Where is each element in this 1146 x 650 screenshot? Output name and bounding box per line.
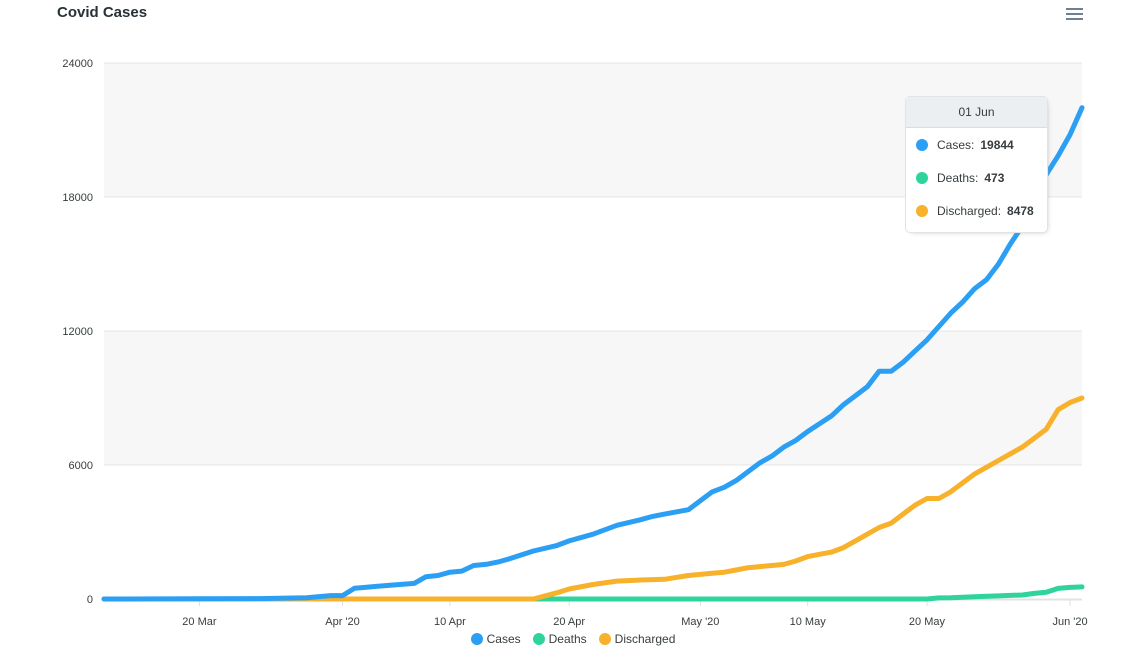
legend-item-discharged[interactable]: Discharged (598, 632, 676, 646)
tooltip-label-cases: Cases: (937, 137, 975, 152)
y-axis: 24000 18000 12000 6000 0 (62, 58, 93, 606)
x-tick-label: 20 May (909, 616, 946, 628)
x-tick-label: May '20 (681, 616, 719, 628)
series-line-discharged[interactable] (101, 395, 1085, 602)
tooltip-label-deaths: Deaths: (937, 170, 979, 185)
legend-label-cases: Cases (486, 632, 521, 646)
tooltip-row-cases: Cases: 19844 (906, 128, 1047, 161)
tooltip-marker-discharged (916, 204, 928, 217)
tooltip-label-discharged: Discharged: (937, 203, 1002, 218)
tooltip-value-deaths: 473 (984, 170, 1005, 185)
x-tick-label: 20 Apr (553, 616, 585, 628)
legend-label-discharged: Discharged (614, 632, 676, 646)
x-tick-label: Apr '20 (325, 616, 360, 628)
x-tick-label: Jun '20 (1053, 616, 1088, 628)
tooltip-value-discharged: 8478 (1007, 203, 1034, 218)
legend-marker-deaths (532, 633, 545, 645)
tooltip-marker-deaths (916, 171, 928, 184)
tooltip-marker-cases (916, 138, 928, 151)
tooltip-date: 01 Jun (906, 97, 1047, 128)
x-tick-label: 10 Apr (434, 616, 466, 628)
x-axis: 20 Mar Apr '20 10 Apr 20 Apr May '20 10 May 20… (104, 599, 1088, 628)
y-tick-label: 6000 (69, 460, 93, 472)
legend-marker-discharged (598, 633, 611, 645)
series-line-cases[interactable] (101, 105, 1085, 602)
legend-label-deaths: Deaths (548, 632, 587, 646)
y-tick-label: 24000 (62, 58, 93, 70)
y-tick-label: 12000 (62, 326, 93, 338)
y-tick-label: 0 (87, 594, 93, 606)
legend-marker-cases (470, 633, 483, 645)
tooltip-value-cases: 19844 (980, 137, 1014, 152)
legend-item-cases[interactable]: Cases (470, 632, 521, 646)
series-lines (101, 105, 1085, 602)
tooltip-row-discharged: Discharged: 8478 (906, 194, 1047, 227)
chart-tooltip: 01 Jun Cases: 19844 Deaths: 473 Discharg… (905, 96, 1048, 233)
x-tick-label: 20 Mar (182, 616, 217, 628)
grid-band (104, 331, 1082, 465)
chart-title: Covid Cases (57, 4, 148, 21)
legend: Cases Deaths Discharged (0, 632, 1146, 646)
tooltip-row-deaths: Deaths: 473 (906, 161, 1047, 194)
y-tick-label: 18000 (62, 192, 93, 204)
x-tick-label: 10 May (790, 616, 827, 628)
hamburger-menu-icon[interactable] (1066, 8, 1083, 20)
legend-item-deaths[interactable]: Deaths (532, 632, 587, 646)
